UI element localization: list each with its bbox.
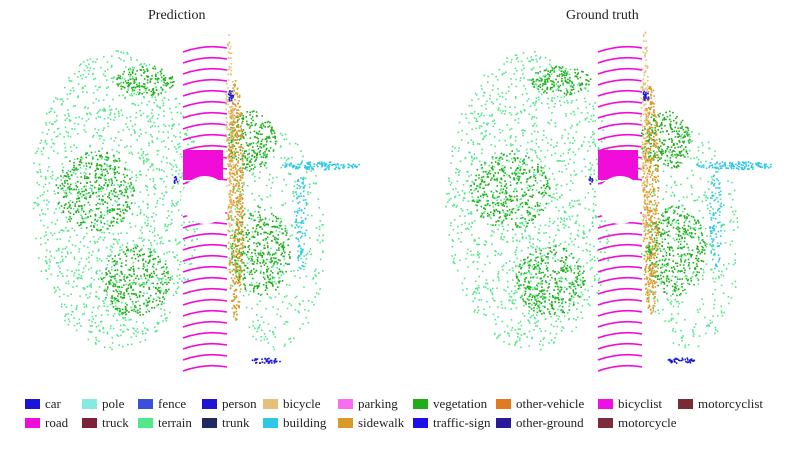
legend-item-truck: truck — [82, 415, 129, 431]
prediction-point-cloud — [32, 34, 360, 372]
legend-item-road: road — [25, 415, 68, 431]
legend-label: building — [283, 415, 327, 430]
legend-item-parking: parking — [338, 396, 398, 412]
legend-item-traffic-sign: traffic-sign — [413, 415, 491, 431]
legend-label: car — [45, 396, 61, 411]
legend-label: pole — [102, 396, 125, 411]
legend-swatch — [138, 418, 153, 428]
legend-label: bicycle — [283, 396, 321, 411]
legend-label: person — [222, 396, 257, 411]
legend-swatch — [496, 418, 511, 428]
legend-swatch — [202, 418, 217, 428]
legend-item-motorcyclist: motorcyclist — [678, 396, 763, 412]
legend-swatch — [338, 399, 353, 409]
legend-item-trunk: trunk — [202, 415, 249, 431]
legend-item-bicyclist: bicyclist — [598, 396, 662, 412]
legend-label: road — [45, 415, 69, 430]
legend-label: motorcyclist — [698, 396, 763, 411]
legend-item-pole: pole — [82, 396, 124, 412]
legend-label: fence — [158, 396, 187, 411]
legend-swatch — [25, 418, 40, 428]
legend-item-terrain: terrain — [138, 415, 192, 431]
ground-truth-point-cloud — [445, 31, 772, 372]
prediction-title: Prediction — [148, 8, 206, 23]
legend-label: other-vehicle — [516, 396, 585, 411]
legend-label: truck — [102, 415, 129, 430]
legend-label: traffic-sign — [433, 415, 491, 430]
legend-item-other-ground: other-ground — [496, 415, 584, 431]
legend-label: vegetation — [433, 396, 488, 411]
legend-item-building: building — [263, 415, 326, 431]
legend-swatch — [413, 399, 428, 409]
legend-label: sidewalk — [358, 415, 405, 430]
legend-item-car: car — [25, 396, 61, 412]
legend-swatch — [202, 399, 217, 409]
legend-item-person: person — [202, 396, 257, 412]
legend-swatch — [263, 399, 278, 409]
legend-swatch — [598, 399, 613, 409]
legend-item-sidewalk: sidewalk — [338, 415, 404, 431]
legend-item-bicycle: bicycle — [263, 396, 321, 412]
legend-label: motorcycle — [618, 415, 677, 430]
legend-swatch — [82, 418, 97, 428]
legend-swatch — [138, 399, 153, 409]
legend-swatch — [338, 418, 353, 428]
legend-item-fence: fence — [138, 396, 186, 412]
legend-label: parking — [358, 396, 398, 411]
legend-label: terrain — [158, 415, 192, 430]
legend-swatch — [496, 399, 511, 409]
legend-swatch — [598, 418, 613, 428]
legend-item-vegetation: vegetation — [413, 396, 487, 412]
legend-item-motorcycle: motorcycle — [598, 415, 676, 431]
legend-swatch — [25, 399, 40, 409]
legend-swatch — [413, 418, 428, 428]
legend-swatch — [263, 418, 278, 428]
legend-label: trunk — [222, 415, 250, 430]
legend-swatch — [678, 399, 693, 409]
ground-truth-title: Ground truth — [566, 8, 639, 23]
legend-label: other-ground — [516, 415, 584, 430]
legend-item-other-vehicle: other-vehicle — [496, 396, 584, 412]
legend-label: bicyclist — [618, 396, 663, 411]
legend-swatch — [82, 399, 97, 409]
